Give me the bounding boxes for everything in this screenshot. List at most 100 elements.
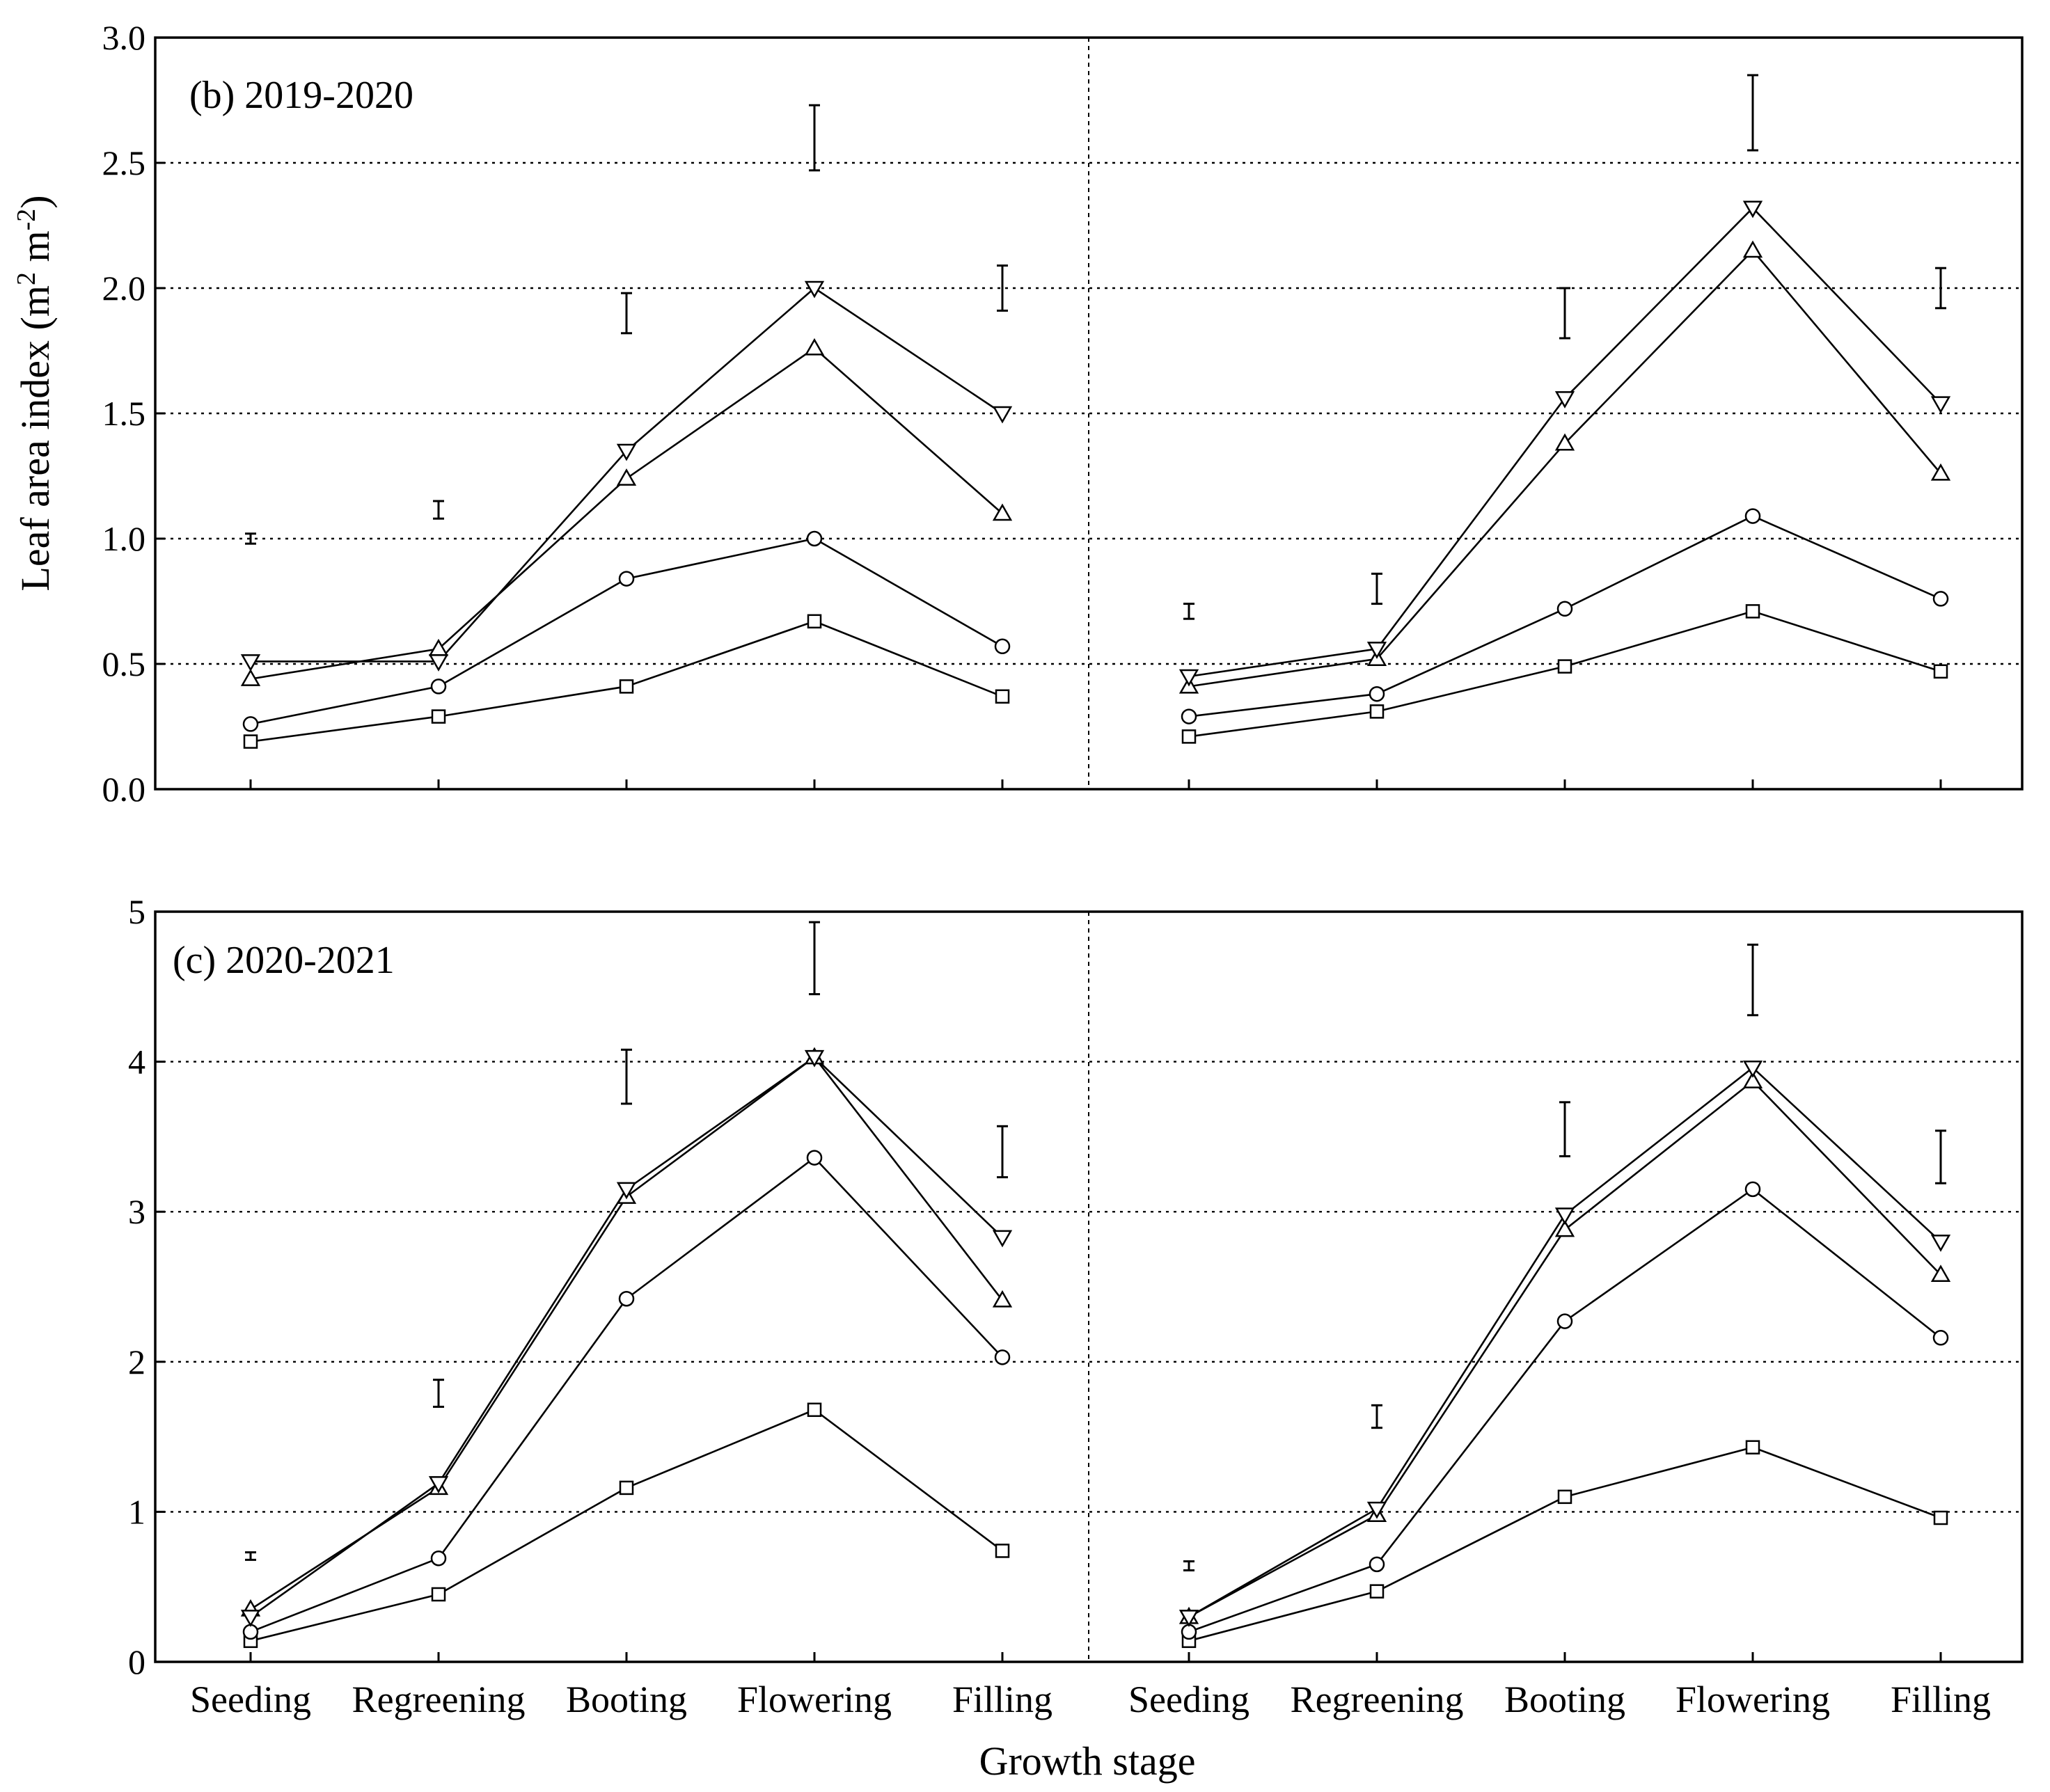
y-tick-label: 2.5	[102, 143, 146, 182]
y-axis-title: Leaf area index (m2 m-2)	[12, 195, 58, 591]
panel-bottom: 0 1 2 3 4 5 (c) 2020-2021 Seeding Regreening Boot…	[128, 892, 2024, 1720]
data-point-triangle-down	[1742, 200, 1763, 219]
subplot-left	[240, 104, 1013, 789]
series-line-square	[250, 1409, 1003, 1642]
data-point-circle	[1556, 601, 1573, 617]
data-point-triangle-up	[1554, 433, 1575, 451]
error-bar	[1183, 603, 1194, 620]
data-point-circle	[242, 716, 259, 732]
data-point-triangle-down	[1930, 1235, 1951, 1252]
data-point-circle	[806, 1150, 823, 1166]
y-axis-title-mid: m	[13, 230, 58, 272]
data-point-circle	[1369, 1556, 1385, 1573]
x-category-label: Seeding	[1128, 1679, 1249, 1720]
x-category-label: Regreening	[352, 1679, 526, 1720]
series-line-triangle-up	[1188, 1079, 1941, 1618]
data-point-triangle-up	[1930, 1264, 1951, 1283]
y-tick-label: 1.0	[102, 519, 146, 558]
error-bar	[621, 1048, 632, 1105]
error-bar	[1371, 1404, 1382, 1429]
data-point-triangle-down	[992, 406, 1013, 424]
error-bar	[997, 1125, 1008, 1179]
x-category-label: Filling	[1891, 1679, 1991, 1720]
x-category-label: Flowering	[1676, 1679, 1830, 1720]
data-point-triangle-up	[1742, 1071, 1763, 1088]
y-tick-label: 2	[128, 1342, 145, 1381]
data-point-square	[995, 689, 1010, 704]
x-category-label: Regreening	[1291, 1679, 1464, 1720]
data-point-square	[1745, 1440, 1760, 1454]
error-bar	[245, 532, 256, 545]
error-bar	[809, 104, 820, 172]
data-point-triangle-down	[1742, 1060, 1763, 1078]
x-category-label: Seeding	[190, 1679, 311, 1720]
data-point-triangle-down	[992, 1230, 1013, 1248]
data-point-square	[243, 734, 258, 749]
series-line-circle	[1188, 1188, 1941, 1633]
y-tick-label: 3	[128, 1192, 145, 1231]
subplot-right: Seeding Regreening Booting Flowering Filling	[1128, 943, 1991, 1720]
subplot-left: Seeding Regreening Booting Flowering Filling	[190, 921, 1052, 1720]
data-point-triangle-down	[1178, 1610, 1199, 1627]
data-point-circle	[1744, 1181, 1761, 1198]
error-bar	[1747, 74, 1758, 152]
data-point-triangle-up	[992, 503, 1013, 521]
data-point-circle	[1932, 1330, 1949, 1346]
data-point-triangle-up	[804, 338, 825, 356]
data-point-circle	[430, 679, 447, 695]
y-tick-label: 0.0	[102, 770, 146, 809]
series-line-square	[1188, 610, 1941, 738]
data-point-square	[1933, 1510, 1948, 1525]
subplot-right	[1178, 74, 1951, 789]
data-point-square	[431, 709, 446, 724]
data-point-circle	[806, 530, 823, 547]
panel-title: (c) 2020-2021	[173, 939, 395, 982]
series-line-triangle-up	[250, 1056, 1004, 1610]
data-point-square	[1745, 604, 1760, 619]
y-tick-label: 0	[128, 1642, 145, 1681]
y-tick-label: 3.0	[102, 18, 146, 57]
data-point-triangle-up	[992, 1290, 1013, 1308]
data-point-triangle-down	[1366, 642, 1387, 659]
data-point-triangle-down	[616, 1182, 637, 1200]
y-tick-label: 5	[128, 892, 145, 931]
error-bar	[1183, 1560, 1194, 1571]
data-point-circle	[430, 1550, 447, 1567]
panel-title: (b) 2019-2020	[189, 74, 413, 117]
data-point-circle	[994, 1349, 1011, 1365]
data-point-square	[431, 1587, 446, 1602]
error-bar	[433, 1379, 444, 1408]
data-point-square	[1557, 659, 1572, 674]
data-point-square	[995, 1544, 1010, 1558]
error-bar	[433, 500, 444, 520]
x-category-label: Flowering	[737, 1679, 892, 1720]
y-tick-label: 4	[128, 1042, 145, 1081]
error-bar	[245, 1551, 256, 1561]
data-point-circle	[1181, 708, 1197, 724]
data-point-triangle-down	[1554, 1207, 1575, 1226]
panel-top: 0.0 0.5 1.0 1.5 2.0 2.5 3.0 (b) 2019-2020	[102, 18, 2024, 809]
data-point-triangle-down	[240, 1610, 261, 1627]
error-bar	[1559, 1101, 1570, 1157]
x-category-label: Filling	[952, 1679, 1052, 1720]
data-point-square	[1181, 729, 1197, 744]
data-point-circle	[994, 638, 1011, 655]
data-point-triangle-down	[1366, 1501, 1387, 1519]
error-bar	[1747, 943, 1758, 1017]
data-point-triangle-up	[240, 669, 261, 686]
y-axis-title-main: Leaf area index (m	[13, 285, 58, 592]
data-point-circle	[618, 571, 635, 587]
y-tick-label: 1.5	[102, 394, 146, 433]
data-point-triangle-down	[1930, 396, 1951, 414]
data-point-triangle-up	[616, 468, 637, 486]
data-point-triangle-down	[1554, 391, 1575, 409]
y-tick-label: 1	[128, 1492, 145, 1531]
data-point-triangle-down	[428, 654, 449, 672]
error-bar	[621, 292, 632, 335]
series-line-triangle-down	[250, 1056, 1003, 1618]
y-axis-title-sup2: -2	[12, 209, 41, 231]
x-category-label: Booting	[566, 1679, 687, 1720]
plot-frame	[154, 910, 2024, 1663]
data-point-square	[1933, 664, 1948, 679]
